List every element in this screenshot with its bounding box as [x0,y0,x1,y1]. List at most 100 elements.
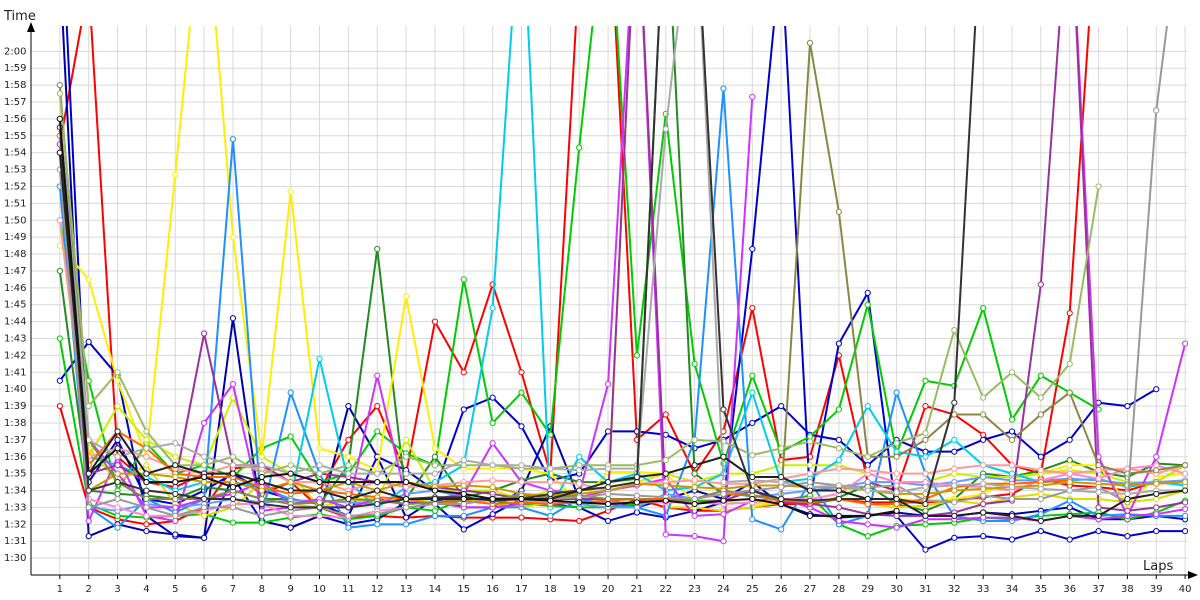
data-point [1182,462,1188,469]
data-point [835,495,842,503]
y-tick-label: 1:38 [4,418,26,429]
axes [27,22,1198,579]
data-point [835,465,842,472]
data-point [576,494,583,501]
data-point [864,301,871,308]
data-point [1008,462,1016,469]
data-point [56,335,63,342]
data-point [489,511,496,518]
x-tick-label: 38 [1121,584,1134,595]
data-point [980,462,987,469]
data-point [1037,490,1044,498]
data-point [143,521,150,528]
x-tick-label: 25 [746,584,759,595]
data-point [893,495,900,503]
x-tick-label: 6 [201,584,207,595]
data-point [922,500,929,508]
series-group [56,26,1188,553]
data-point [316,487,323,494]
y-tick-label: 1:35 [4,469,26,480]
data-point [489,305,496,312]
data-point [893,524,900,531]
data-point [402,453,410,460]
data-point [806,497,814,504]
data-point [864,495,871,503]
data-point [114,402,121,410]
data-point [374,428,381,435]
data-point [691,436,698,443]
data-point [835,208,842,215]
data-point [1124,402,1131,410]
x-tick-label: 29 [861,584,874,595]
data-point [114,524,121,531]
data-point [1008,484,1016,491]
data-point [893,507,900,514]
data-point [662,497,669,504]
tick-labels: 1:30 1:31 1:32 1:33 1:34 1:35 1:36 1:37 1:38 1:39… [4,46,1191,595]
series-line [58,118,897,517]
data-point [402,521,410,528]
data-point [922,512,929,519]
data-point [720,453,727,460]
data-point [951,436,958,443]
data-point [143,436,150,443]
y-tick-label: 1:51 [4,198,26,209]
data-point [922,478,929,486]
data-point [604,484,612,491]
data-point [720,406,727,413]
x-tick-label: 2 [86,584,92,595]
data-point [980,514,987,521]
data-point [172,490,179,498]
data-point [662,457,669,464]
data-point [922,546,929,553]
x-tick-label: 8 [259,584,265,595]
data-point [172,478,179,486]
data-point [778,495,785,503]
data-point [749,451,756,459]
data-point [922,453,929,460]
data-point [402,504,410,511]
data-point [893,453,900,460]
data-point [1008,428,1016,435]
data-point [143,428,150,435]
data-point [864,462,871,469]
data-point [114,512,121,519]
data-point [749,473,756,481]
data-point [864,512,871,519]
y-tick-label: 1:57 [4,97,26,108]
data-point [114,462,121,469]
data-point [460,482,467,489]
y-tick-label: 1:55 [4,131,26,142]
data-point [56,82,63,89]
data-point [258,462,265,469]
data-point [258,478,265,486]
data-point [1066,512,1073,519]
data-point [56,242,63,249]
data-point [864,533,871,540]
data-point [431,445,439,452]
data-point [1066,310,1073,317]
data-point [1037,527,1044,535]
data-point [893,500,900,508]
data-point [835,457,842,464]
data-point [1124,490,1131,498]
data-point [1037,517,1044,525]
data-point [691,470,698,477]
series-line [58,87,1186,531]
data-point [604,478,612,486]
data-point [662,470,669,477]
y-tick-label: 2:00 [4,46,26,57]
data-point [806,512,814,519]
data-point [1008,512,1016,519]
data-point [402,495,410,503]
data-point [1008,369,1016,376]
series-17 [56,26,1188,519]
data-point [835,445,842,452]
data-point [229,478,237,486]
data-point [951,487,958,494]
data-point [864,521,871,528]
series-5 [61,26,1188,541]
data-point [547,478,554,486]
data-point [1182,487,1188,494]
data-point [1153,495,1160,503]
